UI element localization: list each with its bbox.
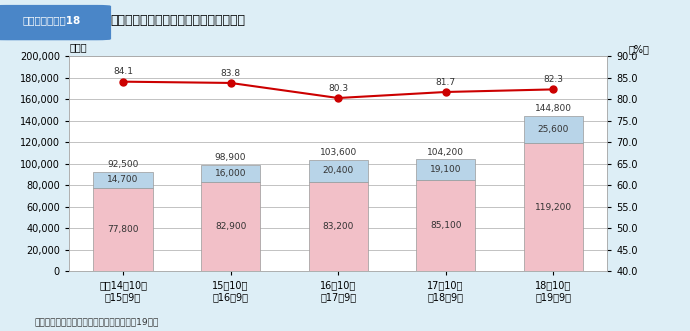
Text: 資料：総務省「就業構造基本調査」（平成19年）: 資料：総務省「就業構造基本調査」（平成19年） bbox=[34, 317, 159, 326]
Bar bbox=[416, 180, 475, 271]
Text: 82.3: 82.3 bbox=[543, 75, 563, 84]
Text: 84.1: 84.1 bbox=[113, 68, 133, 76]
Text: （%）: （%） bbox=[629, 44, 649, 54]
Text: 83.8: 83.8 bbox=[221, 69, 241, 78]
Text: 119,200: 119,200 bbox=[535, 203, 572, 212]
Bar bbox=[308, 182, 368, 271]
FancyBboxPatch shape bbox=[0, 6, 110, 40]
Text: 20,400: 20,400 bbox=[322, 166, 354, 175]
Text: 82,900: 82,900 bbox=[215, 222, 246, 231]
Bar bbox=[308, 160, 368, 182]
Text: 80.3: 80.3 bbox=[328, 84, 348, 93]
Text: 103,600: 103,600 bbox=[319, 148, 357, 157]
Text: 92,500: 92,500 bbox=[108, 160, 139, 169]
Bar bbox=[416, 159, 475, 180]
Text: 19,100: 19,100 bbox=[430, 165, 462, 174]
Bar bbox=[201, 182, 260, 271]
Text: 77,800: 77,800 bbox=[107, 225, 139, 234]
Text: 81.7: 81.7 bbox=[435, 78, 455, 87]
Text: （人）: （人） bbox=[69, 42, 87, 52]
Text: 図１－２－３－18: 図１－２－３－18 bbox=[23, 16, 81, 26]
Text: 83,200: 83,200 bbox=[322, 222, 354, 231]
Bar bbox=[201, 165, 260, 182]
Bar bbox=[93, 188, 152, 271]
Text: 14,700: 14,700 bbox=[108, 175, 139, 184]
Text: 介護・看護を理由に離職・転職した人数: 介護・看護を理由に離職・転職した人数 bbox=[110, 14, 246, 27]
Text: 98,900: 98,900 bbox=[215, 153, 246, 162]
Text: 85,100: 85,100 bbox=[430, 221, 462, 230]
Bar bbox=[524, 116, 583, 143]
Text: 104,200: 104,200 bbox=[427, 148, 464, 157]
Bar bbox=[93, 172, 152, 188]
Text: 16,000: 16,000 bbox=[215, 169, 246, 178]
Text: 25,600: 25,600 bbox=[538, 125, 569, 134]
Bar bbox=[524, 143, 583, 271]
Text: 144,800: 144,800 bbox=[535, 104, 571, 113]
